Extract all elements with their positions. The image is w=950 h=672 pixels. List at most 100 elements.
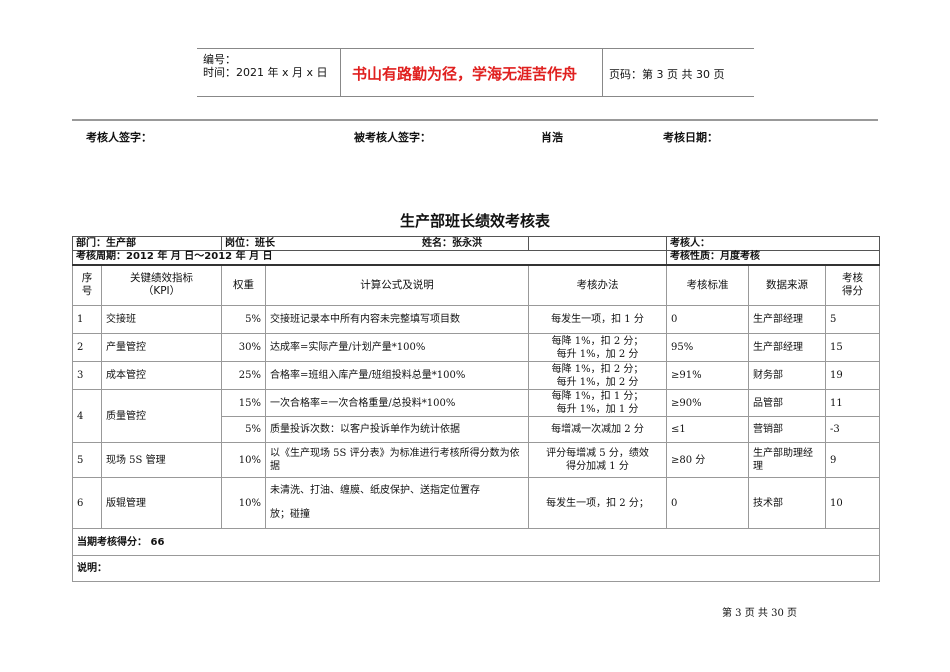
row-source: 生产部经理: [748, 305, 826, 334]
row-standard: 0: [666, 305, 749, 334]
col-no: 序: [81, 272, 93, 285]
row-weight: 30%: [221, 333, 266, 362]
dept-field: 部门：生产部: [72, 236, 222, 251]
row-no: 5: [72, 442, 102, 478]
name-field: 姓名：张永洪: [418, 236, 557, 251]
row-standard: 0: [666, 477, 749, 529]
time-label: 时间：2021 年 x 月 x 日: [203, 66, 328, 79]
row-kpi: 质量管控: [101, 389, 222, 443]
number-label: 编号：: [203, 53, 236, 66]
col-standard: 考核标准: [666, 263, 749, 306]
row-weight: 10%: [221, 442, 266, 478]
table-row: 4 质量管控 15% 一次合格率=一次合格重量/总投料*100% 每降 1%，扣…: [72, 389, 881, 443]
row-weight: 25%: [221, 361, 266, 390]
col-score-2: 得分: [842, 285, 864, 298]
row-weight: 5%: [221, 416, 266, 443]
formula-line: 放；碰撞: [270, 509, 310, 520]
row-method: 每增减一次减加 2 分: [528, 416, 667, 443]
row-formula: 合格率=班组入库产量/班组投料总量*100%: [265, 361, 529, 390]
row-standard: ≥90%: [666, 389, 749, 417]
row-kpi: 产量管控: [101, 333, 222, 362]
method-line: 每降 1%，扣 2 分；: [551, 363, 644, 375]
col-weight: 权重: [221, 263, 266, 306]
row-method: 每发生一项，扣 2 分；: [528, 477, 667, 529]
table-row: 1 交接班 5% 交接班记录本中所有内容未完整填写项目数 每发生一项，扣 1 分…: [72, 305, 881, 334]
header-bottom-rule: [197, 96, 754, 97]
header-top-rule: [197, 48, 754, 49]
row-source: 技术部: [748, 477, 826, 529]
row-weight: 10%: [221, 477, 266, 529]
total-row: 当期考核得分： 66: [71, 528, 881, 556]
assessor-field: 考核人：: [665, 236, 881, 251]
row-weight: 15%: [221, 389, 266, 417]
method-line: 每降 1%，扣 1 分；: [551, 391, 644, 402]
row-no: 6: [72, 477, 102, 529]
row-no: 2: [72, 333, 102, 362]
row-method: 每降 1%，扣 2 分； 每升 1%，加 2 分: [528, 361, 667, 390]
period-field: 考核周期：2012 年 月 日～2012 年 月 日: [72, 250, 667, 265]
col-kpi-2: （KPI）: [142, 285, 181, 298]
method-line: 每升 1%，加 2 分: [556, 376, 639, 388]
row-kpi: 现场 5S 管理: [101, 442, 222, 478]
total-score: 当期考核得分： 66: [71, 528, 881, 556]
method-line: 评分每增减 5 分，绩效: [546, 448, 649, 459]
method-line: 每降 1%，扣 2 分；: [551, 335, 644, 347]
page-label: 页码：第 3 页 共 30 页: [609, 68, 725, 81]
row-standard: 95%: [666, 333, 749, 362]
row-method: 每降 1%，扣 2 分； 每升 1%，加 2 分: [528, 333, 667, 362]
assessee-name: 肖浩: [541, 131, 563, 144]
row-formula: 以《生产现场 5S 评分表》为标准进行考核所得分数为依据: [265, 442, 529, 478]
row-standard: ≥80 分: [666, 442, 749, 478]
row-formula: 交接班记录本中所有内容未完整填写项目数: [265, 305, 529, 334]
row-no: 1: [72, 305, 102, 334]
column-header-row: 序号 关键绩效指标 （KPI） 权重 计算公式及说明 考核办法 考核标准 数据来源…: [72, 263, 881, 306]
row-score: 9: [824, 442, 881, 478]
row-formula: 一次合格率=一次合格重量/总投料*100%: [265, 389, 529, 417]
row-kpi: 成本管控: [101, 361, 222, 390]
note-row: 说明：: [71, 555, 881, 582]
row-formula: 质量投诉次数：以客户投诉单作为统计依据: [265, 416, 529, 443]
signature-rule: [72, 119, 878, 121]
row-source: 营销部: [748, 416, 826, 443]
page-footer: 第 3 页 共 30 页: [722, 608, 797, 619]
nature-field: 考核性质：月度考核: [665, 250, 881, 265]
form-title: 生产部班长绩效考核表: [399, 212, 550, 230]
formula-line: 未清洗、打油、缠膜、纸皮保护、送指定位置存: [270, 485, 480, 496]
method-line: 每升 1%，加 2 分: [556, 348, 639, 360]
row-method: 每降 1%，扣 1 分； 每升 1%，加 1 分: [528, 389, 667, 417]
row-source: 财务部: [748, 361, 826, 390]
row-source: 生产部助理经理: [748, 442, 826, 478]
row-formula: 达成率=实际产量/计划产量*100%: [265, 333, 529, 362]
col-no-2: 号: [81, 285, 93, 298]
table-row: 6 版辊管理 10% 未清洗、打油、缠膜、纸皮保护、送指定位置存 放；碰撞 每发生…: [72, 477, 881, 529]
header-divider: [602, 48, 603, 96]
row-standard: ≥91%: [666, 361, 749, 390]
row-method: 每发生一项，扣 1 分: [528, 305, 667, 334]
row-score: -3: [824, 416, 881, 443]
note-label: 说明：: [71, 555, 881, 582]
row-source: 品管部: [748, 389, 826, 417]
col-method: 考核办法: [528, 263, 667, 306]
col-kpi: 关键绩效指标: [130, 272, 193, 285]
table-row: 2 产量管控 30% 达成率=实际产量/计划产量*100% 每降 1%，扣 2 …: [72, 333, 881, 362]
motto: 书山有路勤为径，学海无涯苦作舟: [352, 65, 578, 83]
col-score: 考核: [842, 272, 864, 285]
row-score: 5: [824, 305, 881, 334]
row-score: 15: [824, 333, 881, 362]
row-formula: 未清洗、打油、缠膜、纸皮保护、送指定位置存 放；碰撞: [265, 477, 529, 529]
assessee-sign-label: 被考核人签字：: [354, 131, 431, 144]
method-line: 得分加减 1 分: [566, 461, 629, 472]
assessor-sign-label: 考核人签字：: [86, 131, 152, 144]
col-source: 数据来源: [748, 263, 826, 306]
assessment-date-label: 考核日期：: [663, 131, 718, 144]
row-no: 3: [72, 361, 102, 390]
row-method: 评分每增减 5 分，绩效 得分加减 1 分: [528, 442, 667, 478]
header-divider: [340, 48, 341, 96]
info-row: 部门：生产部 岗位：班长 姓名：张永洪 考核人：: [72, 236, 881, 251]
row-score: 19: [824, 361, 881, 390]
row-source: 生产部经理: [748, 333, 826, 362]
kpi-table: 部门：生产部 岗位：班长 姓名：张永洪 考核人： 考核周期：2012 年 月 日…: [71, 236, 881, 582]
period-row: 考核周期：2012 年 月 日～2012 年 月 日 考核性质：月度考核: [72, 250, 881, 265]
row-score: 11: [824, 389, 881, 417]
